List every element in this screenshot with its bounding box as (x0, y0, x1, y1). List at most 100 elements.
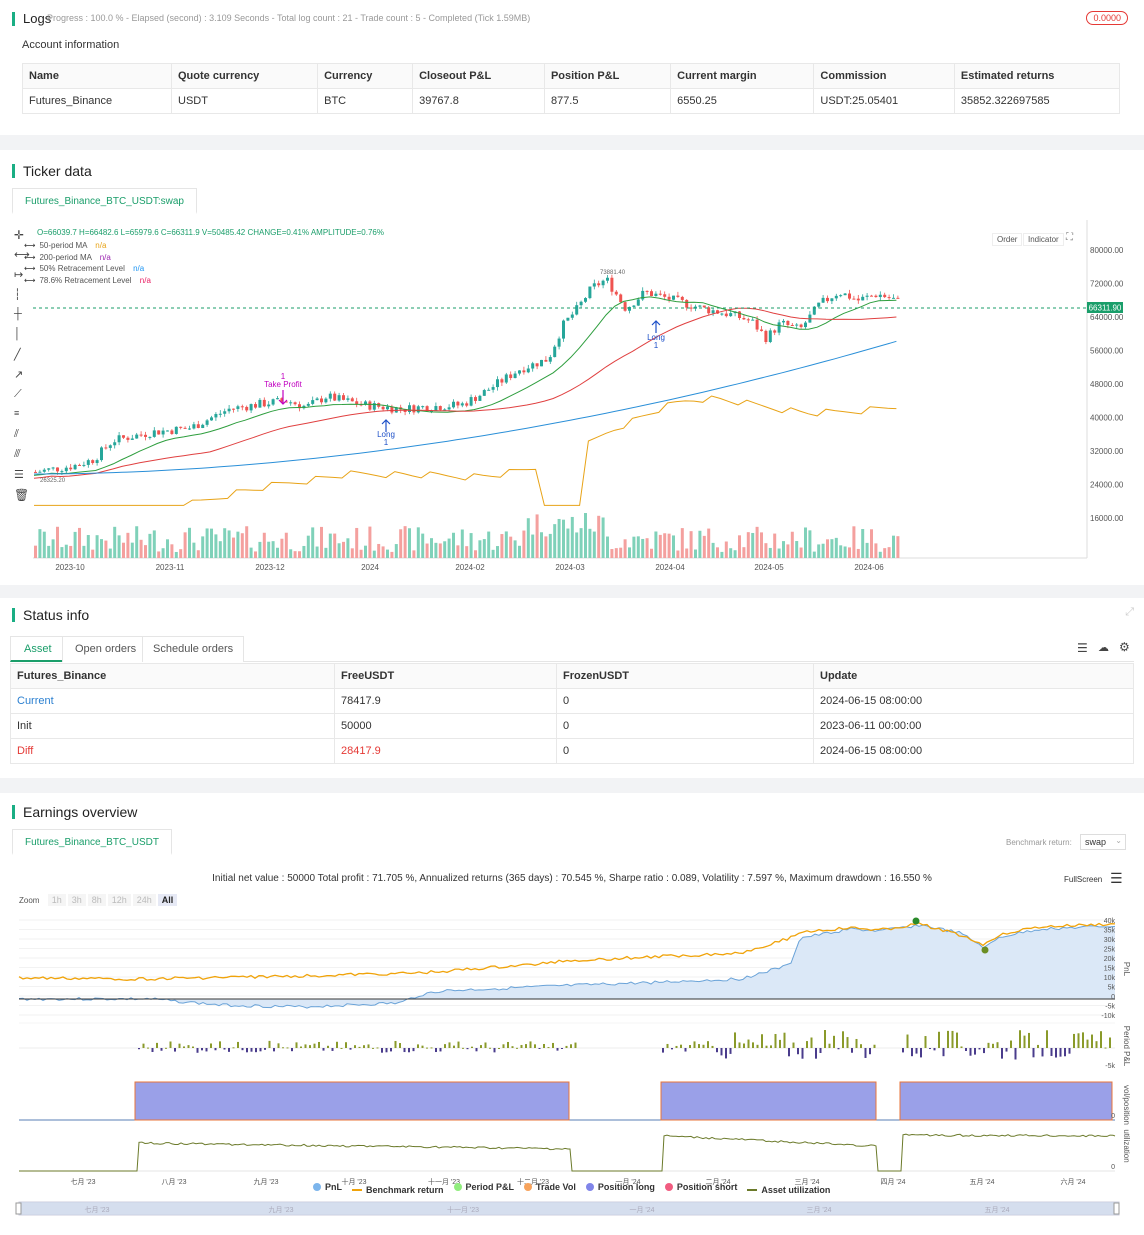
svg-text:0: 0 (1111, 1164, 1115, 1171)
earn-y-tick: 40k (1104, 918, 1116, 925)
expand-icon[interactable]: ⛶ (1066, 232, 1073, 243)
earn-y-tick: -5k (1105, 1004, 1115, 1011)
account-cell: 877.5 (543, 88, 672, 114)
legend-item[interactable]: Position long (585, 1182, 655, 1192)
vertical-segment-tool-icon[interactable]: │ (14, 328, 21, 340)
nav-tick: 一月 '24 (629, 1206, 654, 1214)
earnings-tab[interactable]: Futures_Binance_BTC_USDT (12, 829, 172, 855)
navigator-handle-right (1113, 1202, 1120, 1215)
y-tick-label: 48000.00 (1090, 380, 1124, 389)
legend-item[interactable]: PnL (313, 1182, 342, 1192)
account-col-header: Quote currency (170, 63, 319, 89)
arrow-tool-icon[interactable]: ↗ (14, 369, 24, 381)
zoom-bar: Zoom 1h 3h 8h 12h 24h All (19, 894, 179, 906)
settings-gear-icon[interactable]: ⚙ (1119, 640, 1130, 654)
legend-item[interactable]: Benchmark return (352, 1185, 444, 1195)
earn-x-tick: 一月 '24 (615, 1178, 640, 1186)
earn-x-tick: 五月 '24 (969, 1178, 994, 1186)
indicator-legend-item[interactable]: ⟷ 78.6% Retracement Level n/a (24, 275, 151, 287)
low-label: 26325.20 (40, 478, 66, 484)
table-row: Current 78417.9 0 2024-06-15 08:00:00 (10, 688, 1134, 714)
order-button[interactable]: Order (992, 233, 1023, 246)
account-col-header: Commission (813, 63, 955, 89)
indicator-legend-item[interactable]: ⟷ 50-period MA n/a (24, 240, 151, 252)
zoom-option-1h[interactable]: 1h (47, 894, 66, 906)
zoom-option-All[interactable]: All (157, 894, 178, 906)
indicator-legend-item[interactable]: ⟷ 200-period MA n/a (24, 252, 151, 264)
row-update: 2024-06-15 08:00:00 (813, 688, 1134, 714)
layers-tool-icon[interactable]: ☰ (14, 469, 24, 481)
earn-x-tick: 六月 '24 (1060, 1177, 1085, 1186)
tab-open-orders[interactable]: Open orders (62, 636, 150, 662)
indicator-label: 78.6% Retracement Level (39, 276, 132, 286)
legend-item[interactable]: Asset utilization (747, 1185, 830, 1195)
legend-item[interactable]: Trade Vol (524, 1182, 576, 1192)
earn-y-tick: 0 (1111, 994, 1115, 1001)
svg-text:0: 0 (1111, 1113, 1115, 1120)
annotation-tp-count: 1 (281, 372, 286, 381)
benchmark-select[interactable]: swap ⌄ (1080, 834, 1126, 850)
cloud-download-icon[interactable]: ☁ (1098, 642, 1109, 654)
logs-panel: Logs Progress : 100.0 % - Elapsed (secon… (0, 0, 1144, 135)
crosshair-tool-icon[interactable]: ✛ (14, 228, 25, 242)
zoom-option-24h[interactable]: 24h (132, 894, 156, 906)
nav-tick: 七月 '23 (84, 1205, 109, 1214)
tab-asset[interactable]: Asset (10, 636, 66, 662)
row-free: 50000 (334, 713, 557, 739)
ticker-title: Ticker data (12, 164, 92, 178)
navigator-handle-left (15, 1202, 22, 1215)
fib-tool-icon[interactable]: ≡ (14, 408, 20, 418)
zoom-label: Zoom (19, 896, 40, 905)
col-frozen: FrozenUSDT (556, 663, 814, 689)
account-cell: BTC (317, 88, 414, 114)
indicator-label: 50-period MA (39, 241, 88, 250)
ticker-tab[interactable]: Futures_Binance_BTC_USDT:swap (12, 188, 197, 214)
min-marker (981, 946, 989, 954)
trend-line-tool-icon[interactable]: ╱ (14, 349, 21, 361)
row-update: 2023-06-11 00:00:00 (813, 713, 1134, 739)
legend-dot-icon (453, 1183, 462, 1191)
status-expand-icon[interactable]: ⤢ (1125, 606, 1134, 618)
menu-icon[interactable]: ☰ (1110, 870, 1123, 886)
horizontal-line-tool-icon[interactable]: ⟷ (14, 249, 30, 261)
table-row: Diff 28417.9 0 2024-06-15 08:00:00 (10, 738, 1134, 764)
ohlc-readout: O=66039.7 H=66482.6 L=65979.6 C=66311.9 … (37, 228, 384, 237)
legend-label: Position long (597, 1182, 655, 1192)
tab-schedule-orders[interactable]: Schedule orders (142, 636, 245, 662)
zoom-option-8h[interactable]: 8h (87, 894, 106, 906)
legend-dot-icon (524, 1183, 533, 1191)
list-icon[interactable]: ☰ (1077, 641, 1088, 655)
indicator-button[interactable]: Indicator (1023, 233, 1064, 246)
indicator-legend-item[interactable]: ⟷ 50% Retracement Level n/a (24, 263, 151, 275)
extended-line-tool-icon[interactable]: ⟋ (14, 388, 22, 400)
vertical-line-tool-icon[interactable]: ┆ (14, 289, 21, 301)
ray-tool-icon[interactable]: ↦ (14, 269, 24, 281)
pane-label: PnL (1122, 962, 1131, 977)
earn-x-tick: 十一月 '23 (428, 1177, 460, 1186)
annotation-take-profit: Take Profit (264, 380, 303, 389)
row-free: 78417.9 (334, 688, 557, 714)
price-line-tool-icon[interactable]: ┼ (14, 308, 22, 320)
logs-badge[interactable]: 0.0000 (1086, 11, 1128, 25)
price-chart[interactable]: 80000.00 72000.00 64000.00 56000.00 48000.00… (0, 150, 1144, 585)
last-price-tag-text: 66311.90 (1089, 304, 1122, 313)
zoom-option-3h[interactable]: 3h (67, 894, 86, 906)
trash-icon[interactable]: 🗑 (14, 488, 30, 502)
zoom-option-12h[interactable]: 12h (107, 894, 131, 906)
earn-y-tick: 30k (1104, 937, 1116, 944)
channel-tool-icon[interactable]: ⫽ (14, 428, 19, 440)
earn-x-tick: 九月 '23 (253, 1177, 278, 1186)
benchmark-value: swap (1085, 837, 1107, 847)
fullscreen-label[interactable]: FullScreen (1064, 875, 1103, 884)
x-tick-label: 2023-11 (156, 563, 185, 572)
indicator-value: n/a (95, 241, 107, 250)
nav-tick: 十一月 '23 (447, 1205, 479, 1214)
parallel-tool-icon[interactable]: ⫻ (14, 448, 21, 460)
x-tick-label: 2023-12 (255, 563, 285, 572)
legend-item[interactable]: Position short (664, 1182, 737, 1192)
legend-item[interactable]: Period P&L (453, 1182, 514, 1192)
ticker-tab-label: Futures_Binance_BTC_USDT:swap (25, 196, 184, 207)
asset-table: Futures_Binance FreeUSDT FrozenUSDT Upda… (10, 663, 1134, 764)
earnings-summary: Initial net value : 50000 Total profit :… (212, 873, 932, 884)
earnings-chart[interactable]: 40k 35k 30k 25k 20k 15k 10k 5k 0 -5k -10k -5k 0 0 七… (0, 793, 1144, 1235)
